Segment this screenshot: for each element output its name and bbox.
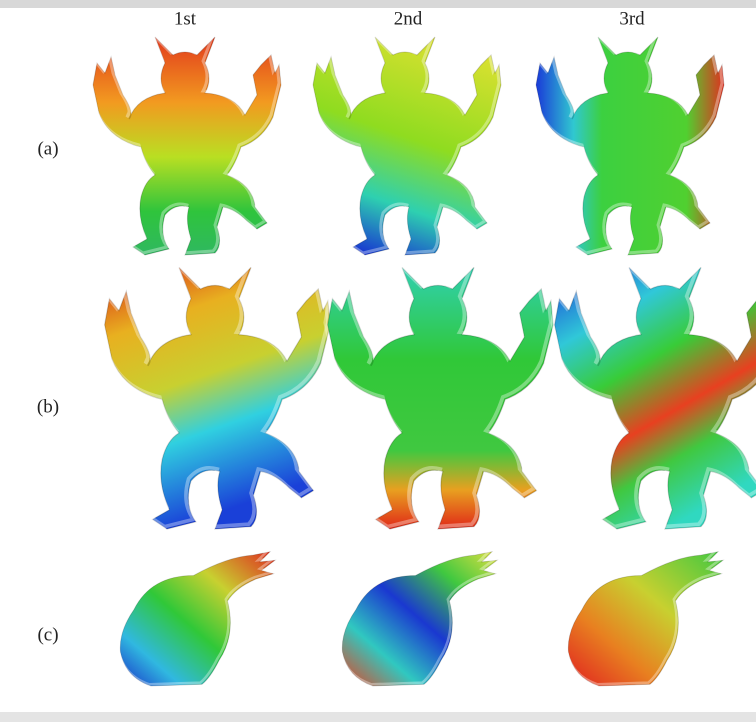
render	[552, 265, 756, 529]
figure: 1st 2nd 3rd (a) (b) (c)	[0, 0, 756, 722]
top-bar	[0, 0, 756, 8]
row-label: (b)	[37, 396, 59, 417]
column-header: 3rd	[619, 8, 645, 29]
render	[325, 265, 553, 529]
row-label: (c)	[37, 624, 58, 645]
render	[567, 550, 724, 686]
render	[119, 550, 276, 686]
renders	[91, 35, 756, 686]
bottom-bar	[0, 712, 756, 722]
render	[102, 265, 330, 529]
render	[341, 550, 498, 686]
render	[534, 35, 724, 255]
render	[91, 35, 281, 255]
render	[311, 35, 501, 255]
column-header: 2nd	[394, 8, 423, 29]
column-header: 1st	[174, 8, 197, 29]
page: 1st 2nd 3rd (a) (b) (c) (() => { const d…	[0, 0, 756, 722]
row-label: (a)	[37, 138, 58, 159]
mesh	[555, 267, 756, 529]
